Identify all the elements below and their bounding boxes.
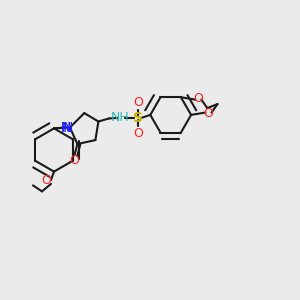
Text: O: O (42, 174, 51, 187)
Text: O: O (70, 154, 79, 167)
Text: O: O (204, 107, 213, 120)
Text: S: S (133, 111, 143, 125)
Text: N: N (61, 121, 71, 134)
Text: N: N (62, 121, 73, 134)
Text: O: O (133, 127, 142, 140)
Text: O: O (133, 95, 142, 109)
Text: N: N (61, 121, 71, 134)
Text: O: O (194, 92, 203, 105)
Text: NH: NH (111, 111, 130, 124)
